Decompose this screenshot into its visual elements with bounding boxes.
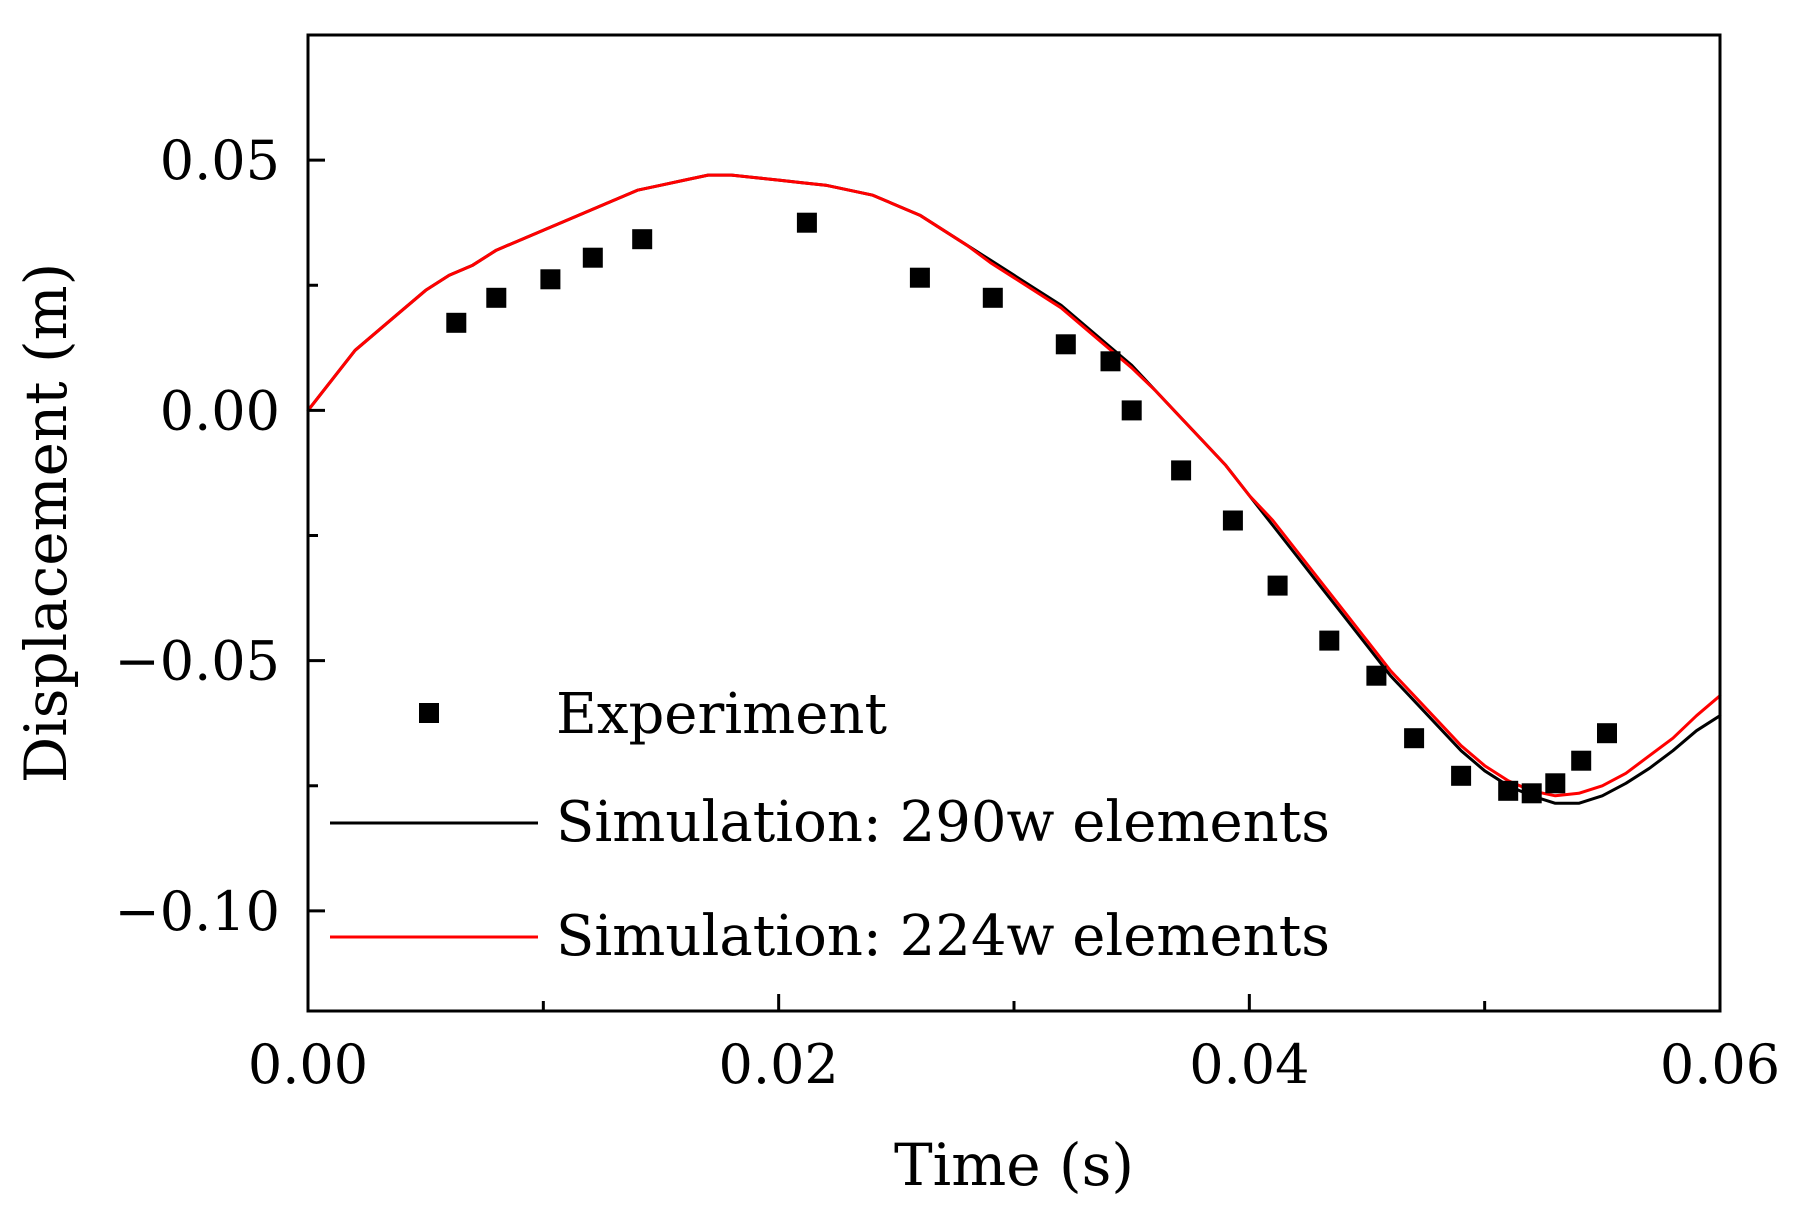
experiment-point bbox=[1545, 773, 1566, 794]
series-line-2 bbox=[306, 173, 1722, 798]
experiment-point bbox=[1171, 460, 1192, 481]
experiment-markers bbox=[446, 212, 1617, 804]
experiment-point bbox=[982, 287, 1003, 308]
y-tick-label: 0.05 bbox=[160, 129, 280, 192]
legend: Experiment Simulation: 290w elements Sim… bbox=[330, 682, 1330, 969]
experiment-point bbox=[540, 269, 561, 290]
experiment-point bbox=[1404, 728, 1425, 749]
experiment-point bbox=[909, 267, 930, 288]
experiment-point bbox=[632, 229, 653, 250]
experiment-point bbox=[1498, 780, 1519, 801]
experiment-point bbox=[1222, 510, 1243, 531]
axis-ticks bbox=[306, 158, 1722, 1011]
tick-labels: 0.00 0.02 0.04 0.06 0.05 0.00 −0.05 −0.10 bbox=[115, 129, 1781, 1096]
experiment-point bbox=[1521, 783, 1542, 804]
legend-experiment-marker bbox=[419, 703, 439, 723]
x-tick-label: 0.06 bbox=[1660, 1033, 1780, 1096]
experiment-point bbox=[1121, 400, 1142, 421]
experiment-point bbox=[486, 287, 507, 308]
experiment-point bbox=[1055, 334, 1076, 355]
experiment-point bbox=[582, 247, 603, 268]
experiment-point bbox=[796, 212, 817, 233]
experiment-point bbox=[1571, 750, 1592, 771]
series-lines bbox=[306, 173, 1722, 805]
legend-290w-label: Simulation: 290w elements bbox=[556, 790, 1330, 855]
experiment-point bbox=[1451, 765, 1472, 786]
experiment-point bbox=[446, 312, 467, 333]
y-tick-label: 0.00 bbox=[160, 379, 280, 442]
x-axis-title: Time (s) bbox=[894, 1131, 1134, 1199]
experiment-point bbox=[1319, 630, 1340, 651]
x-tick-label: 0.04 bbox=[1189, 1033, 1309, 1096]
experiment-point bbox=[1366, 665, 1387, 686]
legend-224w-label: Simulation: 224w elements bbox=[556, 904, 1330, 969]
legend-experiment-label: Experiment bbox=[556, 682, 887, 747]
x-tick-label: 0.00 bbox=[248, 1033, 368, 1096]
experiment-point bbox=[1267, 575, 1288, 596]
experiment-point bbox=[1100, 351, 1121, 372]
x-tick-label: 0.02 bbox=[719, 1033, 839, 1096]
y-axis-title: Displacement (m) bbox=[12, 263, 80, 784]
y-tick-label: −0.05 bbox=[115, 630, 280, 693]
y-tick-label: −0.10 bbox=[115, 880, 280, 943]
experiment-point bbox=[1597, 723, 1617, 744]
